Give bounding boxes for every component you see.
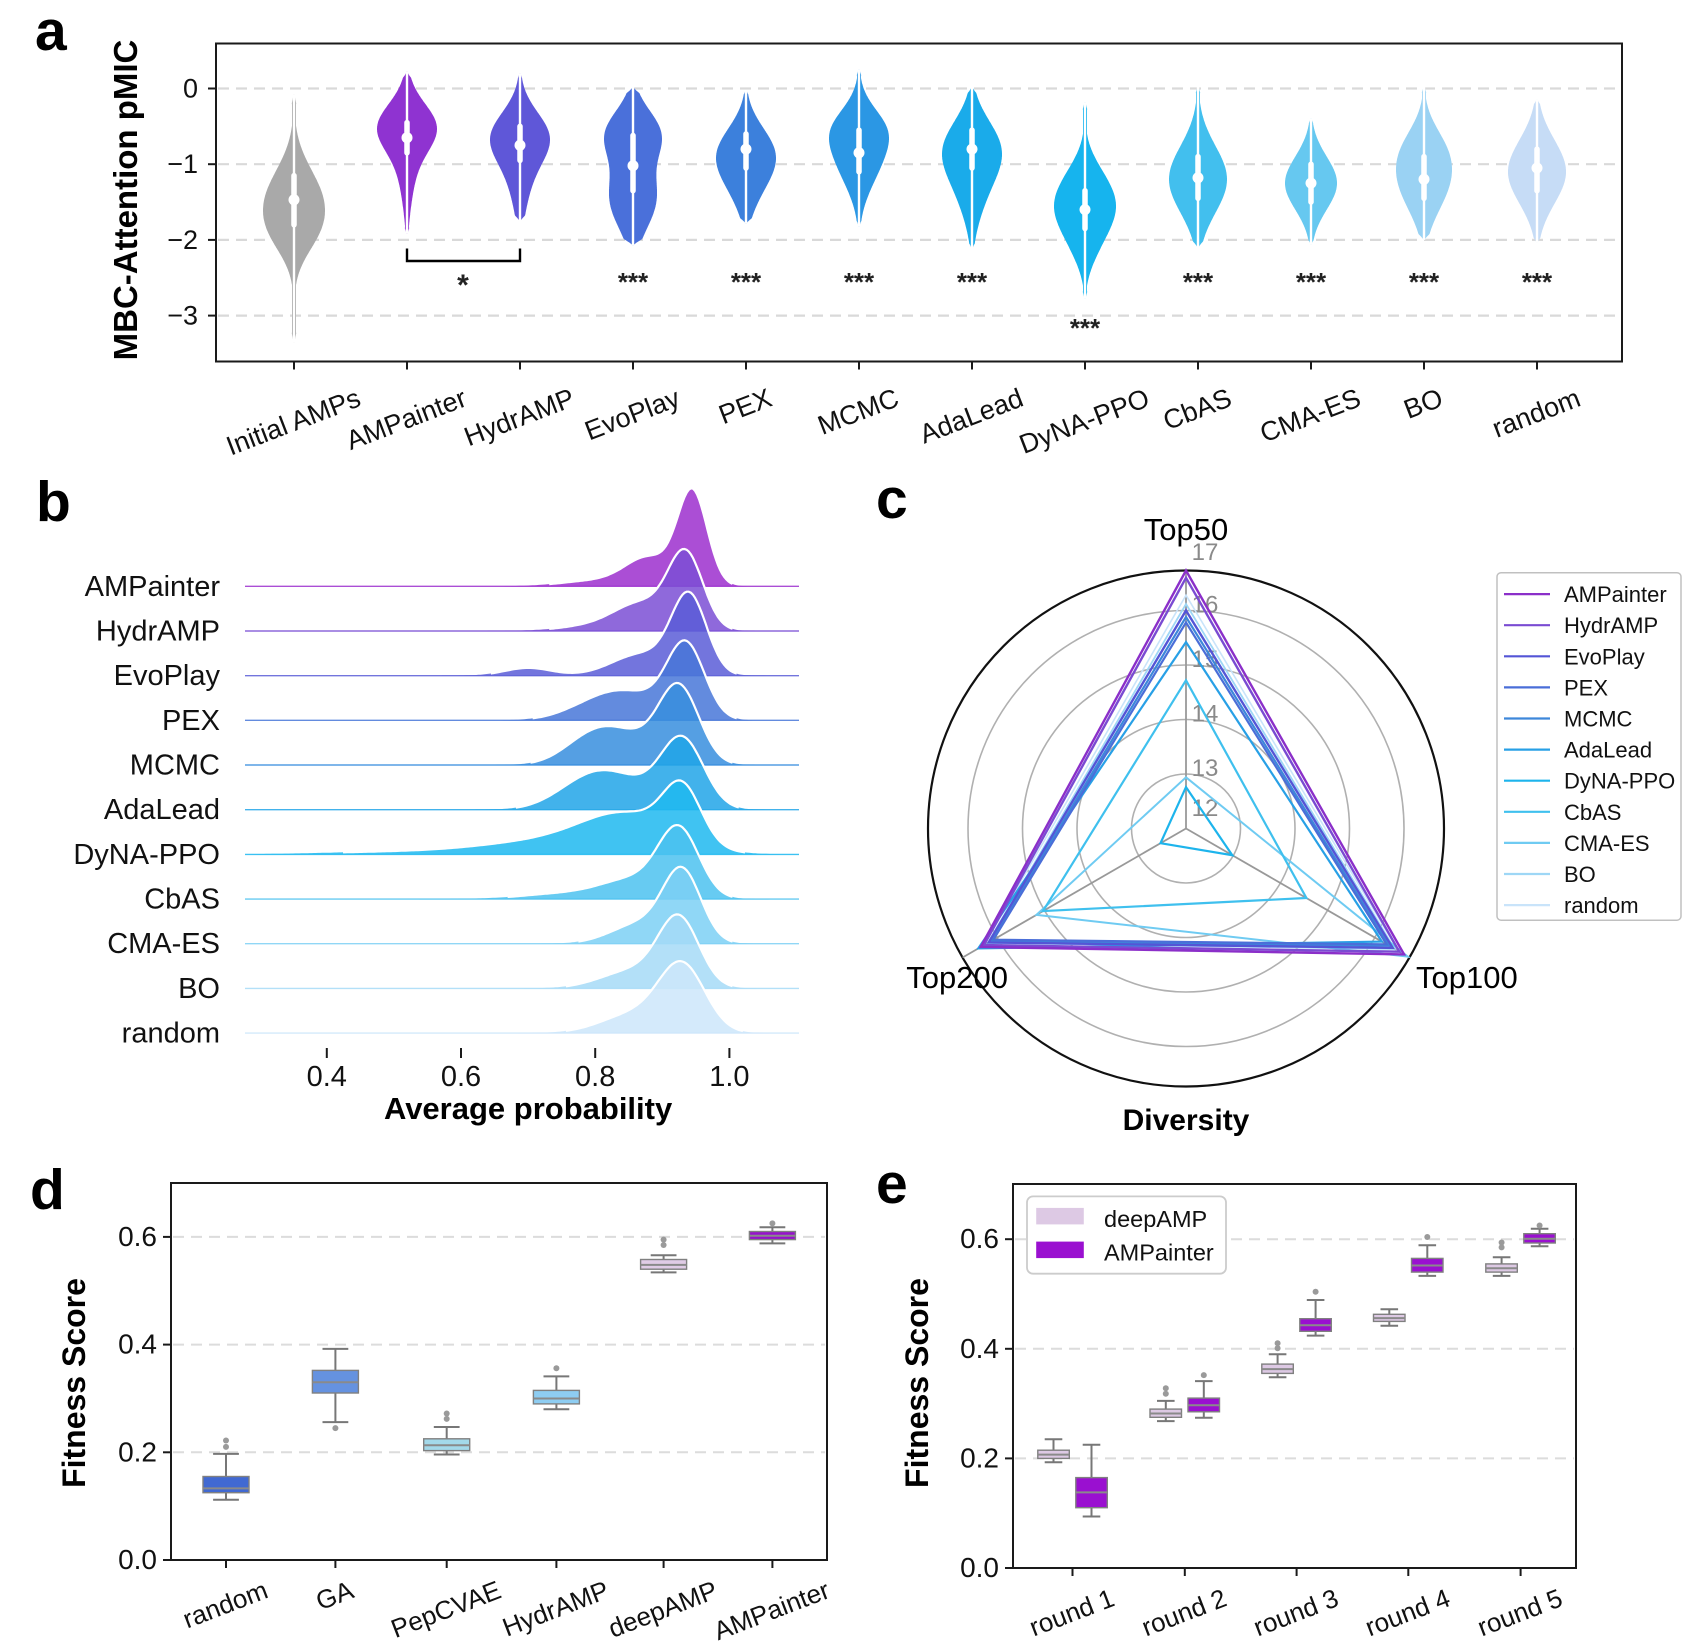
- svg-text:AdaLead: AdaLead: [1564, 738, 1652, 763]
- svg-text:DyNA-PPO: DyNA-PPO: [1564, 769, 1675, 794]
- svg-text:Top100: Top100: [1416, 960, 1518, 995]
- svg-text:0.6: 0.6: [118, 1221, 157, 1252]
- svg-text:0.6: 0.6: [960, 1223, 999, 1254]
- svg-text:***: ***: [1296, 267, 1327, 297]
- svg-text:CbAS: CbAS: [1564, 800, 1621, 825]
- svg-text:0.0: 0.0: [960, 1552, 999, 1583]
- svg-text:Top200: Top200: [906, 960, 1008, 995]
- svg-text:DyNA-PPO: DyNA-PPO: [73, 839, 220, 871]
- svg-text:0.4: 0.4: [118, 1329, 157, 1360]
- svg-text:AdaLead: AdaLead: [104, 794, 220, 826]
- svg-text:Top50: Top50: [1144, 512, 1228, 547]
- svg-text:−3: −3: [167, 301, 198, 331]
- svg-text:0.2: 0.2: [118, 1436, 157, 1467]
- svg-text:e: e: [876, 1152, 908, 1216]
- svg-text:MCMC: MCMC: [1564, 707, 1633, 732]
- svg-text:***: ***: [1409, 267, 1440, 297]
- svg-text:CMA-ES: CMA-ES: [107, 928, 220, 960]
- svg-text:***: ***: [1522, 267, 1553, 297]
- svg-text:***: ***: [844, 267, 875, 297]
- svg-text:MBC-Attention pMIC: MBC-Attention pMIC: [107, 40, 144, 361]
- svg-text:c: c: [876, 467, 908, 531]
- svg-text:0.2: 0.2: [960, 1442, 999, 1473]
- svg-text:AMPainter: AMPainter: [1564, 582, 1667, 607]
- svg-text:PEX: PEX: [162, 705, 220, 737]
- svg-text:0.4: 0.4: [307, 1061, 347, 1093]
- svg-text:0.6: 0.6: [441, 1061, 481, 1093]
- svg-text:13: 13: [1192, 755, 1219, 782]
- svg-text:EvoPlay: EvoPlay: [114, 660, 221, 692]
- svg-text:HydrAMP: HydrAMP: [1564, 613, 1658, 638]
- svg-text:deepAMP: deepAMP: [1104, 1206, 1207, 1232]
- svg-text:HydrAMP: HydrAMP: [96, 616, 220, 648]
- svg-text:***: ***: [731, 267, 762, 297]
- svg-text:EvoPlay: EvoPlay: [1564, 644, 1645, 669]
- svg-text:***: ***: [1070, 313, 1101, 343]
- svg-text:CMA-ES: CMA-ES: [1564, 831, 1650, 856]
- svg-text:d: d: [30, 1158, 65, 1222]
- svg-text:AMPainter: AMPainter: [1104, 1240, 1214, 1266]
- svg-text:***: ***: [618, 267, 649, 297]
- svg-text:Fitness Score: Fitness Score: [56, 1278, 92, 1488]
- svg-text:b: b: [36, 470, 71, 534]
- svg-text:−2: −2: [167, 225, 198, 255]
- svg-text:−1: −1: [167, 149, 198, 179]
- svg-text:1.0: 1.0: [709, 1061, 749, 1093]
- svg-text:random: random: [122, 1018, 220, 1050]
- svg-text:a: a: [35, 0, 68, 63]
- svg-text:0.0: 0.0: [118, 1544, 157, 1575]
- svg-text:BO: BO: [1564, 862, 1596, 887]
- svg-text:MCMC: MCMC: [130, 750, 220, 782]
- svg-text:CbAS: CbAS: [144, 884, 220, 916]
- svg-text:PEX: PEX: [1564, 675, 1608, 700]
- svg-text:Average probability: Average probability: [384, 1091, 673, 1126]
- svg-text:random: random: [1564, 893, 1639, 918]
- svg-text:0.4: 0.4: [960, 1333, 999, 1364]
- svg-text:***: ***: [957, 267, 988, 297]
- svg-text:Fitness Score: Fitness Score: [899, 1278, 935, 1488]
- svg-text:0.8: 0.8: [575, 1061, 615, 1093]
- svg-text:***: ***: [1183, 267, 1214, 297]
- svg-text:Diversity: Diversity: [1123, 1104, 1250, 1137]
- svg-text:AMPainter: AMPainter: [85, 571, 221, 603]
- svg-text:*: *: [457, 269, 469, 302]
- svg-text:17: 17: [1192, 539, 1219, 566]
- svg-text:BO: BO: [178, 973, 220, 1005]
- svg-text:0: 0: [183, 74, 198, 104]
